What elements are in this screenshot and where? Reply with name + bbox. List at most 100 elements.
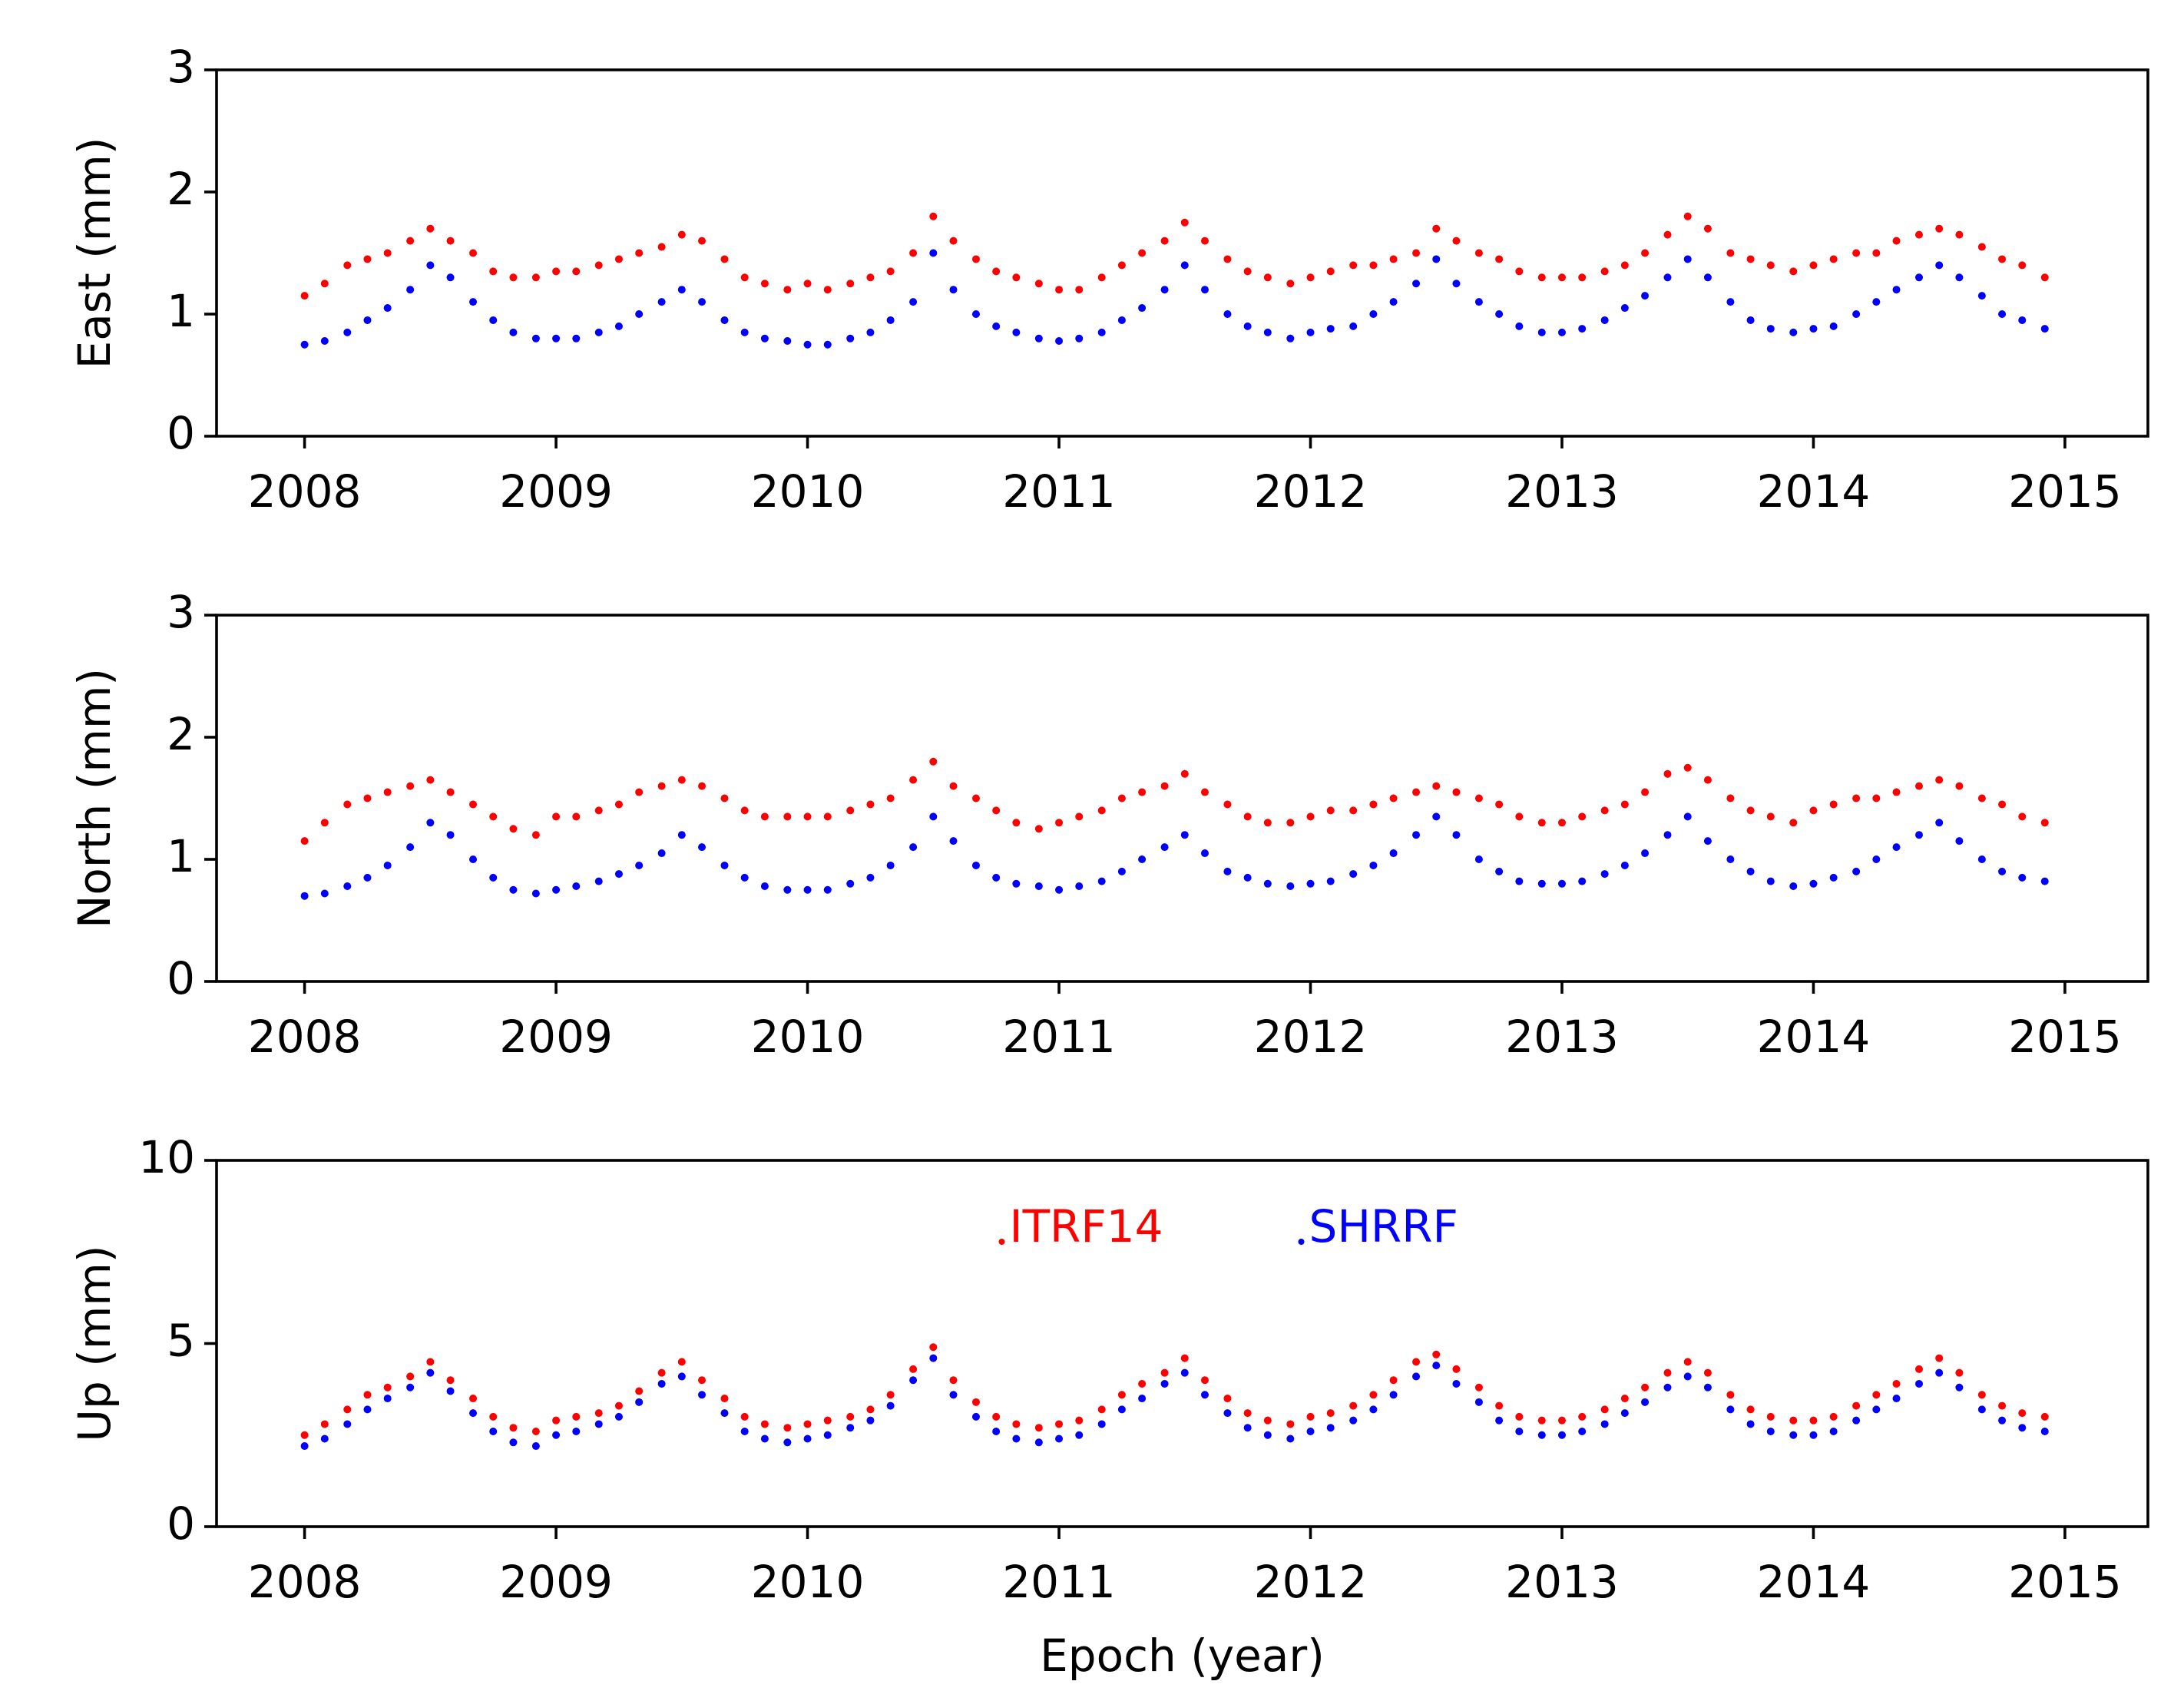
data-point	[1600, 806, 1609, 815]
data-point	[343, 1405, 352, 1414]
data-point	[446, 831, 455, 839]
data-point	[866, 328, 875, 336]
data-point	[614, 1401, 623, 1410]
data-point	[783, 885, 792, 894]
data-point	[1914, 230, 1923, 239]
data-point	[1557, 879, 1566, 888]
data-point	[1600, 1420, 1609, 1428]
data-point	[1892, 788, 1901, 796]
data-point	[740, 1427, 749, 1435]
data-point	[992, 806, 1001, 815]
data-point	[1789, 819, 1798, 827]
data-point	[1180, 261, 1189, 270]
data-point	[823, 885, 832, 894]
data-point	[1160, 1379, 1169, 1388]
x-tick-label: 2011	[1002, 465, 1116, 518]
data-point	[929, 1343, 938, 1352]
data-point	[552, 334, 561, 343]
data-point	[698, 1391, 706, 1399]
data-point	[1663, 1383, 1672, 1392]
data-point	[740, 328, 749, 336]
data-point	[1977, 1391, 1986, 1399]
data-point	[909, 249, 918, 257]
data-point	[1369, 310, 1378, 318]
data-point	[677, 1358, 686, 1366]
data-point	[1829, 1427, 1838, 1435]
data-point	[698, 237, 706, 245]
data-point	[1998, 255, 2007, 263]
y-tick-label: 3	[167, 41, 195, 93]
data-point	[1852, 1401, 1861, 1410]
data-point	[572, 812, 581, 821]
legend-label: ITRF14	[1010, 1200, 1163, 1253]
data-point	[1578, 1412, 1587, 1421]
x-tick-label: 2010	[751, 1011, 865, 1063]
data-point	[1034, 334, 1043, 343]
data-point	[1200, 286, 1209, 294]
data-point	[657, 298, 666, 306]
data-point	[909, 1365, 918, 1373]
data-point	[740, 273, 749, 282]
x-tick-label: 2011	[1002, 1011, 1116, 1063]
data-point	[509, 825, 518, 833]
data-point	[1138, 249, 1147, 257]
data-point	[1829, 255, 1838, 263]
data-point	[1726, 794, 1735, 802]
data-point	[1200, 788, 1209, 796]
x-tick-label: 2009	[499, 465, 613, 518]
legend-marker	[998, 1239, 1005, 1245]
data-point	[760, 1435, 769, 1443]
data-point	[343, 800, 352, 809]
data-point	[1766, 812, 1775, 821]
data-point	[1432, 1350, 1441, 1358]
data-point	[426, 1368, 435, 1377]
data-point	[1306, 812, 1315, 821]
data-point	[614, 255, 623, 263]
data-point	[1306, 328, 1315, 336]
data-point	[971, 1412, 980, 1421]
data-point	[426, 1358, 435, 1366]
data-point	[1055, 1435, 1064, 1443]
data-point	[992, 1427, 1001, 1435]
data-point	[572, 1427, 581, 1435]
data-point	[1012, 273, 1021, 282]
data-point	[1620, 304, 1629, 313]
data-point	[406, 237, 415, 245]
data-point	[1620, 261, 1629, 270]
data-point	[1286, 334, 1295, 343]
data-point	[635, 310, 644, 318]
data-point	[1243, 1424, 1252, 1432]
data-point	[1641, 249, 1650, 257]
data-point	[909, 776, 918, 784]
data-point	[1243, 322, 1252, 330]
data-point	[1138, 1379, 1147, 1388]
y-tick-label: 0	[167, 952, 195, 1004]
data-point	[823, 340, 832, 349]
data-point	[383, 1383, 392, 1392]
data-point	[1138, 304, 1147, 313]
data-point	[1055, 336, 1064, 345]
data-point	[823, 812, 832, 821]
data-point	[469, 800, 478, 809]
panel: 0 5 10 2008 2009 2010 2011 2012 2013 2014 2015 Up (…	[68, 1131, 2149, 1682]
data-point	[1789, 1416, 1798, 1425]
data-point	[1703, 273, 1712, 282]
data-point	[929, 1354, 938, 1362]
data-point	[300, 340, 309, 349]
data-point	[1641, 1383, 1650, 1392]
data-point	[1349, 870, 1358, 879]
data-point	[2040, 325, 2049, 333]
data-point	[1223, 867, 1232, 875]
data-point	[320, 1435, 329, 1443]
data-point	[1160, 286, 1169, 294]
data-point	[1097, 806, 1106, 815]
data-point	[1809, 1431, 1818, 1439]
data-point	[1600, 1405, 1609, 1414]
data-point	[1641, 1398, 1650, 1406]
data-point	[698, 843, 706, 852]
data-point	[949, 1376, 958, 1385]
data-point	[594, 328, 603, 336]
data-point	[823, 286, 832, 294]
data-point	[2018, 812, 2027, 821]
data-point	[1389, 849, 1398, 858]
